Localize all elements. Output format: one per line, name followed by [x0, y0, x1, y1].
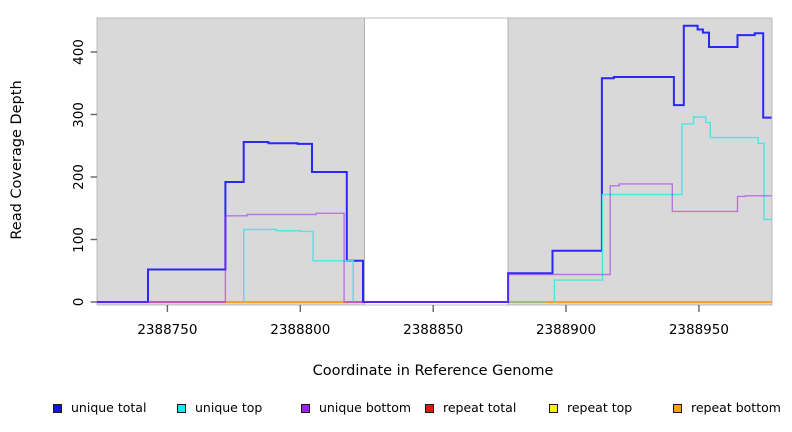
- legend-label: unique bottom: [319, 400, 412, 415]
- legend-item-unique-total: unique total: [53, 400, 146, 416]
- legend-label: unique top: [195, 400, 263, 415]
- y-tick-label: 0: [71, 297, 87, 307]
- series-line-unique-top: [243, 228, 354, 302]
- y-tick-label: 300: [71, 101, 87, 128]
- legend-swatch-icon: [177, 403, 186, 413]
- x-tick-label: 2388950: [668, 322, 729, 338]
- plot-band-0: [96, 17, 365, 306]
- y-tick-label: 400: [71, 39, 87, 65]
- x-tick-label: 2388800: [270, 322, 331, 338]
- legend-swatch-icon: [673, 403, 682, 413]
- legend-label: unique total: [71, 400, 147, 415]
- legend-label: repeat bottom: [691, 400, 781, 415]
- y-tick-label: 200: [71, 164, 87, 190]
- x-tick-label: 2388850: [403, 322, 464, 338]
- y-axis-label: Read Coverage Depth: [9, 80, 25, 240]
- legend-swatch-icon: [425, 403, 434, 413]
- legend-item-repeat-top: repeat top: [549, 400, 632, 416]
- legend-item-repeat-bottom: repeat bottom: [673, 400, 781, 416]
- x-axis-label: Coordinate in Reference Genome: [312, 363, 554, 379]
- legend-swatch-icon: [549, 403, 558, 413]
- y-tick-label: 100: [71, 226, 87, 253]
- plot-band-1: [364, 17, 509, 306]
- x-tick-label: 2388750: [137, 322, 198, 338]
- series-line-unique-top: [553, 116, 772, 302]
- plot-band-2: [507, 17, 773, 306]
- legend-label: repeat total: [443, 400, 517, 415]
- series-line-unique-bottom: [97, 183, 772, 303]
- x-tick-label: 2388900: [535, 322, 597, 338]
- series-line-unique-total: [97, 24, 772, 303]
- legend-item-unique-top: unique top: [177, 400, 262, 416]
- legend-swatch-icon: [53, 403, 62, 413]
- legend-swatch-icon: [301, 403, 310, 413]
- legend-label: repeat top: [567, 400, 633, 415]
- legend-item-unique-bottom: unique bottom: [301, 400, 411, 416]
- legend: unique total unique top unique bottom repea…: [53, 400, 781, 418]
- legend-item-repeat-total: repeat total: [425, 400, 516, 416]
